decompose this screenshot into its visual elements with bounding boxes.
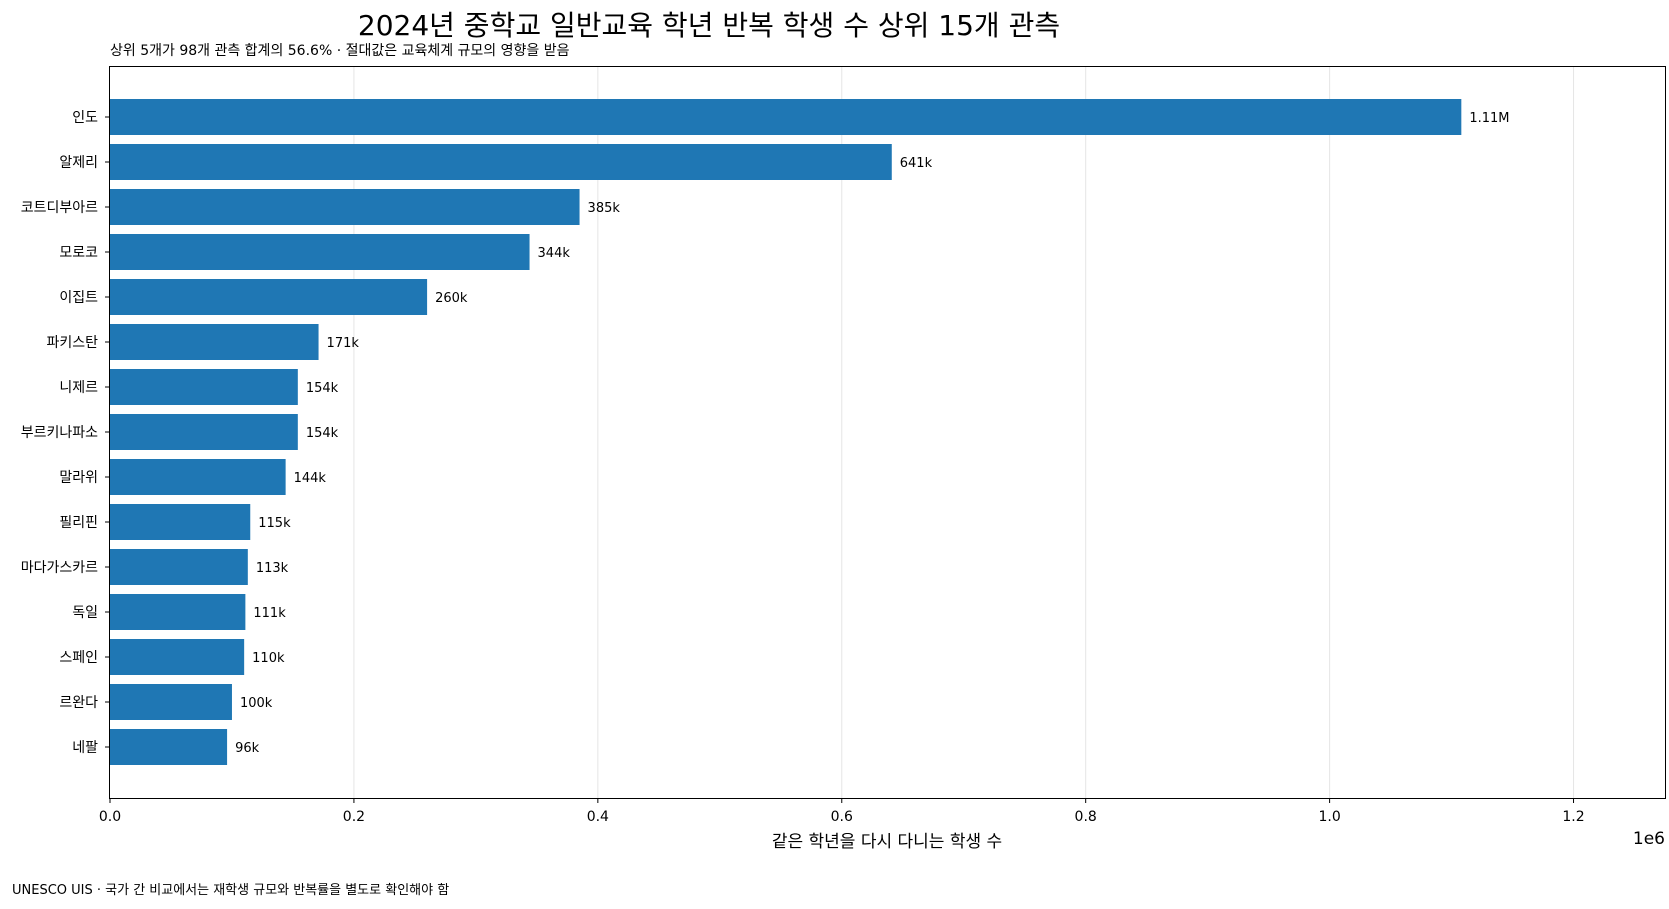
bar xyxy=(110,234,530,270)
bar xyxy=(110,279,428,315)
x-tick-label: 0.4 xyxy=(587,809,609,825)
bar xyxy=(110,189,580,225)
chart-subtitle: 상위 5개가 98개 관측 합계의 56.6% · 절대값은 교육체계 규모의 … xyxy=(110,43,570,59)
plot-frame xyxy=(109,66,1666,799)
bar xyxy=(110,144,892,180)
bar-value-label: 100k xyxy=(240,696,273,711)
bar xyxy=(110,99,1462,135)
y-tick-label: 코트디부아르 xyxy=(21,200,98,216)
y-tick-label: 부르키나파소 xyxy=(21,425,98,441)
bar-value-label: 115k xyxy=(258,516,291,531)
bar-value-label: 1.11M xyxy=(1469,111,1509,126)
y-axis-tick-labels: 인도알제리코트디부아르모로코이집트파키스탄니제르부르키나파소말라위필리핀마다가스… xyxy=(21,110,110,756)
bars xyxy=(110,99,1462,765)
bar xyxy=(110,324,319,360)
value-labels: 1.11M 641k 385k 344k 260k 171k 154k 154k 144k 115… xyxy=(235,111,1509,756)
x-tick-label: 0.0 xyxy=(99,809,121,825)
y-tick-label: 인도 xyxy=(72,110,98,126)
x-axis-label: 같은 학년을 다시 다니는 학생 수 xyxy=(772,832,1002,852)
bar-value-label: 110k xyxy=(252,651,285,666)
bar-value-label: 144k xyxy=(294,471,327,486)
y-tick-label: 스페인 xyxy=(59,650,98,666)
bar-value-label: 154k xyxy=(306,381,339,396)
bar-value-label: 641k xyxy=(900,156,933,171)
bar xyxy=(110,504,251,540)
bar xyxy=(110,459,286,495)
bar-value-label: 260k xyxy=(435,291,468,306)
bar-value-label: 111k xyxy=(253,606,286,621)
y-tick-label: 모로코 xyxy=(59,245,98,261)
bar xyxy=(110,369,298,405)
y-tick-label: 르완다 xyxy=(59,695,98,711)
footnote: UNESCO UIS · 국가 간 비교에서는 재학생 규모와 반복률을 별도로… xyxy=(12,883,449,898)
y-tick-label: 니제르 xyxy=(59,380,98,396)
gridlines xyxy=(353,67,1575,798)
bar xyxy=(110,684,232,720)
x-axis-ticks: 0.0 0.2 0.4 0.6 0.8 1.0 1.2 xyxy=(99,798,1585,825)
bar-value-label: 96k xyxy=(235,741,260,756)
y-tick-label: 네팔 xyxy=(72,740,98,756)
y-tick-label: 필리핀 xyxy=(59,515,98,531)
bar-value-label: 344k xyxy=(538,246,571,261)
x-tick-label: 1.2 xyxy=(1562,809,1584,825)
x-axis-offset-text: 1e6 xyxy=(1633,829,1665,849)
bar-value-label: 113k xyxy=(256,561,289,576)
y-tick-label: 파키스탄 xyxy=(46,335,98,351)
y-tick-label: 알제리 xyxy=(59,155,98,171)
bar-value-label: 154k xyxy=(306,426,339,441)
bar xyxy=(110,549,248,585)
bar-value-label: 385k xyxy=(588,201,621,216)
bar xyxy=(110,414,298,450)
bar xyxy=(110,639,245,675)
chart-title: 2024년 중학교 일반교육 학년 반복 학생 수 상위 15개 관측 xyxy=(358,9,1060,42)
bar-value-label: 171k xyxy=(327,336,360,351)
x-tick-label: 0.8 xyxy=(1075,809,1097,825)
y-tick-label: 독일 xyxy=(72,605,98,621)
y-tick-label: 마다가스카르 xyxy=(21,560,98,576)
y-tick-label: 말라위 xyxy=(59,470,98,486)
x-tick-label: 0.2 xyxy=(343,809,365,825)
bar xyxy=(110,729,228,765)
x-tick-label: 0.6 xyxy=(831,809,853,825)
y-tick-label: 이집트 xyxy=(59,290,98,306)
bar xyxy=(110,594,246,630)
x-tick-label: 1.0 xyxy=(1318,809,1340,825)
